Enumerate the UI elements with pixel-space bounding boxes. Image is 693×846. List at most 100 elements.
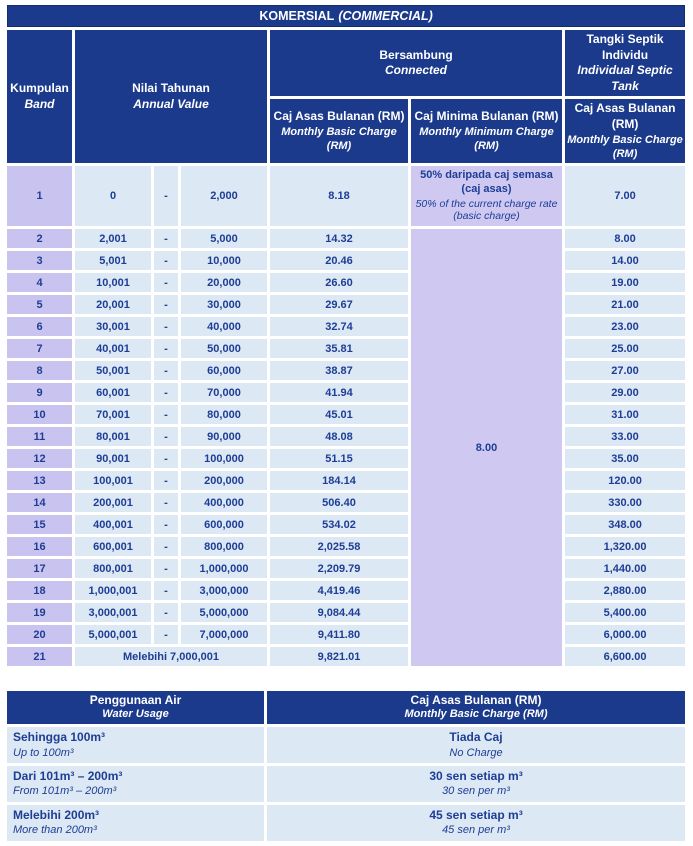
- minimum-charge-english: 50% of the current charge rate (basic ch…: [415, 197, 558, 223]
- annual-value-range-cell: Melebihi 7,000,001: [75, 647, 267, 667]
- usage-row: Dari 101m³ – 200m³ From 101m³ – 200m³ 30…: [7, 765, 685, 802]
- annual-value-low-cell: 20,001: [75, 295, 151, 315]
- usage-charge-cell: Tiada Caj No Charge: [267, 726, 685, 763]
- annual-value-high-cell: 1,000,000: [181, 559, 267, 579]
- annual-value-high-cell: 5,000: [181, 229, 267, 249]
- monthly-basic-charge-cell: 38.87: [270, 361, 408, 381]
- range-dash-cell: -: [154, 427, 178, 447]
- septic-basic-charge-cell: 2,880.00: [565, 581, 686, 601]
- band-row-15: 15 400,001-600,000 534.02 348.00: [7, 515, 686, 535]
- range-dash-cell: -: [154, 603, 178, 623]
- column-header-connected: Bersambung Connected: [270, 30, 562, 97]
- table-title: KOMERSIAL (COMMERCIAL): [7, 5, 686, 27]
- septic-basic-charge-cell: 23.00: [565, 317, 686, 337]
- band-row-16: 16 600,001-800,000 2,025.58 1,320.00: [7, 537, 686, 557]
- band-number-cell: 9: [7, 383, 72, 403]
- annual-value-low-cell: 60,001: [75, 383, 151, 403]
- column-header-monthly-minimum: Caj Minima Bulanan (RM) Monthly Minimum …: [411, 99, 562, 164]
- monthly-basic-charge-cell: 20.46: [270, 251, 408, 271]
- band-number-cell: 14: [7, 493, 72, 513]
- monthly-basic-charge-cell: 2,209.79: [270, 559, 408, 579]
- annual-value-high-cell: 600,000: [181, 515, 267, 535]
- band-number-cell: 15: [7, 515, 72, 535]
- band-number-cell: 7: [7, 339, 72, 359]
- range-dash-cell: -: [154, 581, 178, 601]
- title-english: (COMMERCIAL): [338, 9, 433, 23]
- annual-value-high-cell: 20,000: [181, 273, 267, 293]
- annual-value-low-cell: 5,000,001: [75, 625, 151, 645]
- range-dash-cell: -: [154, 317, 178, 337]
- band-number-cell: 10: [7, 405, 72, 425]
- monthly-basic-charge-cell: 9,821.01: [270, 647, 408, 667]
- band-number-cell: 16: [7, 537, 72, 557]
- usage-range-cell: Sehingga 100m³ Up to 100m³: [7, 726, 264, 763]
- monthly-basic-charge-cell: 184.14: [270, 471, 408, 491]
- band-number-cell: 1: [7, 166, 72, 227]
- band-row-13: 13 100,001-200,000 184.14 120.00: [7, 471, 686, 491]
- annual-value-high-cell: 90,000: [181, 427, 267, 447]
- annual-value-high-cell: 50,000: [181, 339, 267, 359]
- band1-minimum-charge-cell: 50% daripada caj semasa (caj asas) 50% o…: [411, 166, 562, 227]
- usage-row: Melebihi 200m³ More than 200m³ 45 sen se…: [7, 804, 685, 841]
- band-number-cell: 8: [7, 361, 72, 381]
- annual-value-low-cell: 5,001: [75, 251, 151, 271]
- septic-basic-charge-cell: 14.00: [565, 251, 686, 271]
- band-row-14: 14 200,001-400,000 506.40 330.00: [7, 493, 686, 513]
- annual-value-high-cell: 7,000,000: [181, 625, 267, 645]
- band-row-10: 10 70,001-80,000 45.01 31.00: [7, 405, 686, 425]
- monthly-basic-charge-cell: 45.01: [270, 405, 408, 425]
- band-row-4: 4 10,001-20,000 26.60 19.00: [7, 273, 686, 293]
- band-row-11: 11 80,001-90,000 48.08 33.00: [7, 427, 686, 447]
- column-header-band: Kumpulan Band: [7, 30, 72, 164]
- annual-value-low-cell: 90,001: [75, 449, 151, 469]
- annual-value-high-cell: 80,000: [181, 405, 267, 425]
- band-row-6: 6 30,001-40,000 32.74 23.00: [7, 317, 686, 337]
- septic-basic-charge-cell: 35.00: [565, 449, 686, 469]
- monthly-basic-charge-cell: 29.67: [270, 295, 408, 315]
- range-dash-cell: -: [154, 449, 178, 469]
- annual-value-low-cell: 0: [75, 166, 151, 227]
- septic-basic-charge-cell: 27.00: [565, 361, 686, 381]
- septic-basic-charge-cell: 31.00: [565, 405, 686, 425]
- annual-value-low-cell: 100,001: [75, 471, 151, 491]
- annual-value-high-cell: 40,000: [181, 317, 267, 337]
- band-row-2: 2 2,001-5,000 14.32 8.00 8.00: [7, 229, 686, 667]
- range-dash-cell: -: [154, 383, 178, 403]
- range-dash-cell: -: [154, 166, 178, 227]
- column-header-annual-value: Nilai Tahunan Annual Value: [75, 30, 267, 164]
- range-dash-cell: -: [154, 251, 178, 271]
- range-dash-cell: -: [154, 273, 178, 293]
- column-header-water-usage: Penggunaan Air Water Usage: [7, 691, 264, 724]
- annual-value-low-cell: 30,001: [75, 317, 151, 337]
- monthly-basic-charge-cell: 35.81: [270, 339, 408, 359]
- band-number-cell: 20: [7, 625, 72, 645]
- monthly-basic-charge-cell: 32.74: [270, 317, 408, 337]
- septic-basic-charge-cell: 1,440.00: [565, 559, 686, 579]
- annual-value-high-cell: 30,000: [181, 295, 267, 315]
- range-dash-cell: -: [154, 295, 178, 315]
- band-number-cell: 5: [7, 295, 72, 315]
- range-dash-cell: -: [154, 493, 178, 513]
- range-dash-cell: -: [154, 559, 178, 579]
- septic-basic-charge-cell: 33.00: [565, 427, 686, 447]
- septic-basic-charge-cell: 19.00: [565, 273, 686, 293]
- annual-value-low-cell: 3,000,001: [75, 603, 151, 623]
- band-row-19: 19 3,000,001-5,000,000 9,084.44 5,400.00: [7, 603, 686, 623]
- minimum-charge-malay: 50% daripada caj semasa (caj asas): [420, 169, 553, 196]
- annual-value-low-cell: 80,001: [75, 427, 151, 447]
- range-dash-cell: -: [154, 625, 178, 645]
- annual-value-low-cell: 400,001: [75, 515, 151, 535]
- band-number-cell: 18: [7, 581, 72, 601]
- band-number-cell: 6: [7, 317, 72, 337]
- column-header-monthly-basic: Caj Asas Bulanan (RM) Monthly Basic Char…: [270, 99, 408, 164]
- band-number-cell: 11: [7, 427, 72, 447]
- monthly-minimum-merged-cell: 8.00: [411, 229, 562, 667]
- band-row-20: 20 5,000,001-7,000,000 9,411.80 6,000.00: [7, 625, 686, 645]
- usage-header-row: Penggunaan Air Water Usage Caj Asas Bula…: [7, 691, 685, 724]
- range-dash-cell: -: [154, 361, 178, 381]
- septic-basic-charge-cell: 6,000.00: [565, 625, 686, 645]
- annual-value-high-cell: 3,000,000: [181, 581, 267, 601]
- column-header-septic-monthly-basic: Caj Asas Bulanan (RM) Monthly Basic Char…: [565, 99, 686, 164]
- septic-basic-charge-cell: 7.00: [565, 166, 686, 227]
